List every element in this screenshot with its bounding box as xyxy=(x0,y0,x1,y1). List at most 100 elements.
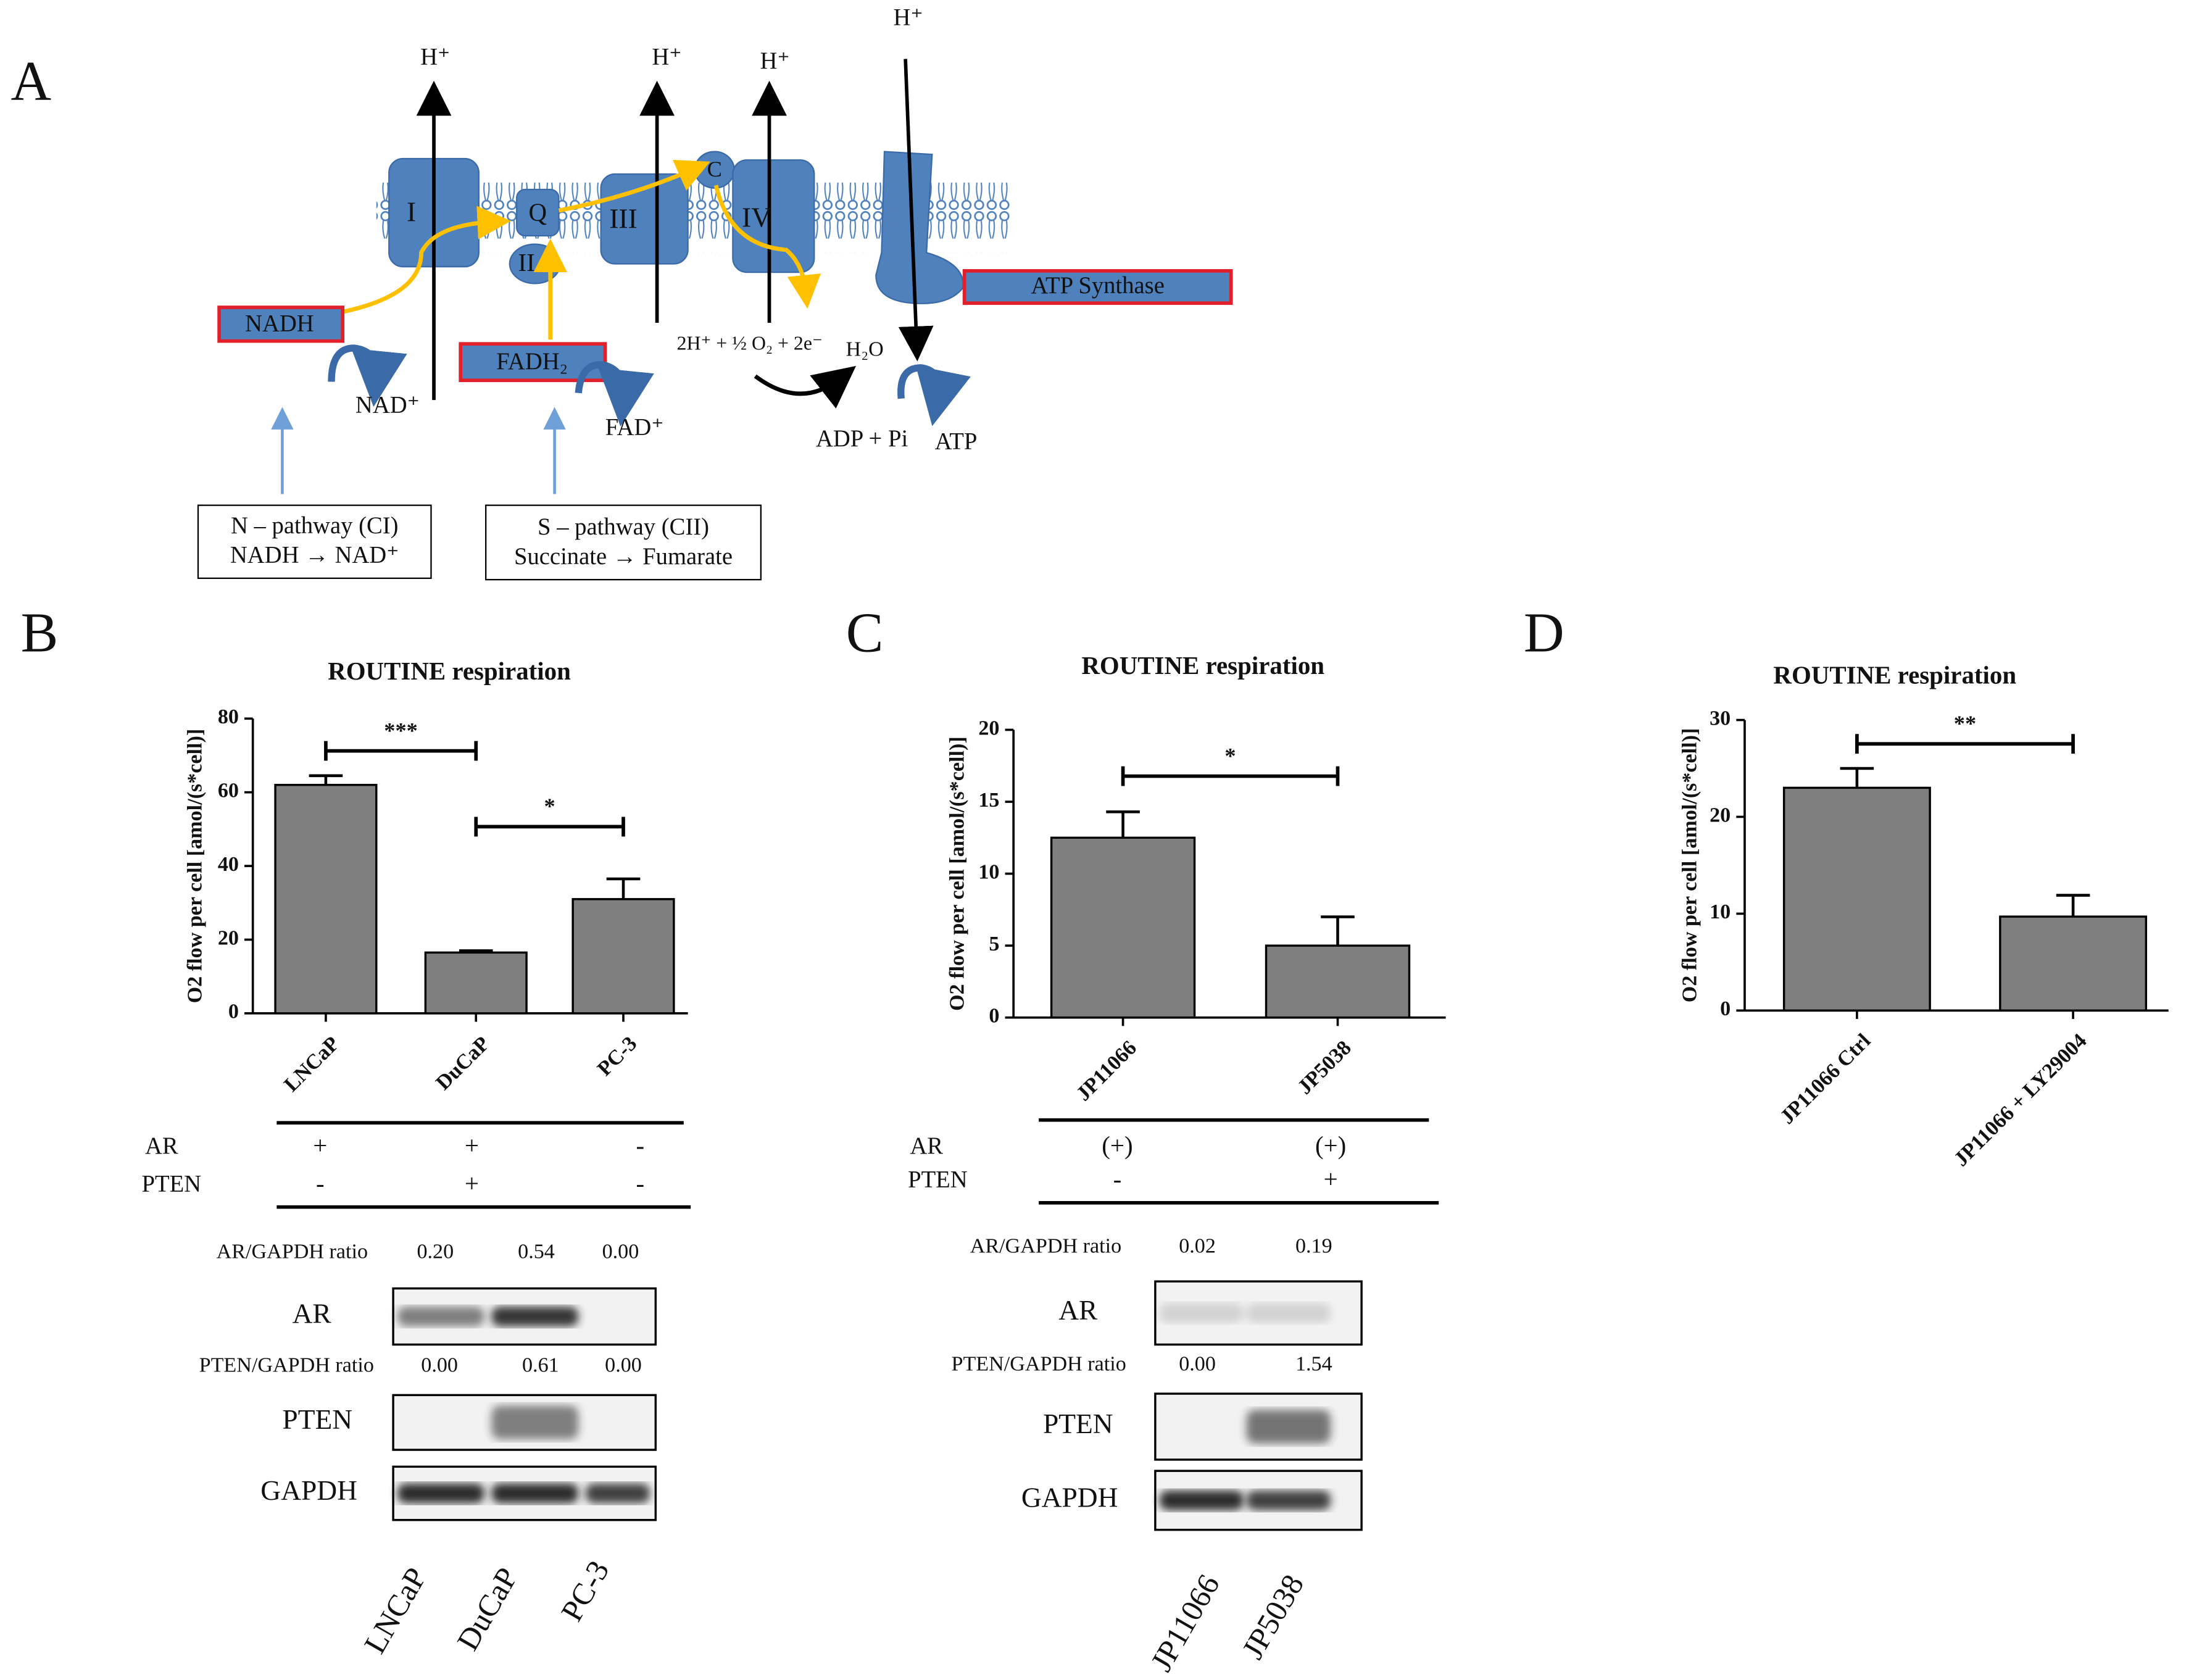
y-tick-label: 20 xyxy=(1710,804,1731,826)
error-bar xyxy=(2056,894,2090,917)
marker-cell: + xyxy=(465,1170,479,1197)
electron-arrow xyxy=(713,185,821,309)
diagram-label: 2H⁺ + ½ O₂ + 2e⁻ xyxy=(677,333,823,354)
diagram-label: S – pathway (CII) xyxy=(538,514,709,540)
diagram-label: NADH xyxy=(245,310,314,336)
error-bar xyxy=(309,774,343,785)
significance-bracket xyxy=(1121,766,1340,786)
diagram-label: H⁺ xyxy=(420,44,450,70)
bar xyxy=(274,784,378,1015)
chart-title: ROUTINE respiration xyxy=(328,657,571,685)
error-bar xyxy=(1321,915,1355,946)
curved-arrow xyxy=(754,365,857,409)
y-tick-label: 0 xyxy=(1720,997,1731,1020)
diagram-label: ATP xyxy=(935,428,978,454)
y-axis-label: O2 flow per cell [amol/(s*cell)] xyxy=(184,729,207,1004)
lane-label: JP11066 xyxy=(1144,1569,1226,1678)
significance-label: ** xyxy=(1954,711,1976,736)
chart-title: ROUTINE respiration xyxy=(1081,652,1324,680)
curved-arrow xyxy=(575,361,654,427)
significance-bracket xyxy=(1855,734,2075,754)
y-tick-label: 60 xyxy=(218,780,239,802)
marker-cell: + xyxy=(1324,1165,1338,1193)
ratio-value: 0.00 xyxy=(602,1241,639,1263)
x-tick-label: PC-3 xyxy=(593,1032,641,1080)
complex-q xyxy=(516,188,560,237)
x-tick-label: JP11066 + LY29004 xyxy=(1950,1029,2091,1171)
diagram-label: II xyxy=(518,249,534,277)
lane-label: JP5038 xyxy=(1235,1569,1310,1665)
ratio-value: 0.00 xyxy=(1179,1352,1216,1375)
pathway-box xyxy=(485,504,762,581)
blot-band xyxy=(1159,1303,1244,1323)
x-tick-label: LNCaP xyxy=(280,1032,344,1096)
x-tick-label: JP5038 xyxy=(1294,1036,1356,1099)
blot-label: GAPDH xyxy=(260,1474,357,1506)
atp-synthase-box xyxy=(962,269,1233,306)
ratio-label: AR/GAPDH ratio xyxy=(970,1234,1121,1257)
blot-band xyxy=(491,1405,579,1440)
ratio-value: 1.54 xyxy=(1295,1352,1332,1375)
bar xyxy=(1050,836,1196,1019)
marker-cell: - xyxy=(636,1132,644,1160)
blot-label: GAPDH xyxy=(1021,1481,1118,1513)
significance-bracket xyxy=(474,817,625,837)
x-tick-label: DuCaP xyxy=(431,1032,494,1094)
diagram-label: Succinate → Fumarate xyxy=(514,544,733,570)
bar xyxy=(424,951,528,1015)
ratio-label: PTEN/GAPDH ratio xyxy=(199,1354,374,1377)
blot-band xyxy=(1246,1410,1331,1444)
blot-band xyxy=(491,1483,579,1503)
diagram xyxy=(197,59,1233,581)
ratio-value: 0.00 xyxy=(605,1354,642,1377)
significance-bracket xyxy=(324,741,478,761)
y-tick-label: 10 xyxy=(1710,900,1731,923)
pathway-box xyxy=(197,504,432,580)
nadh-box xyxy=(217,306,345,343)
diagram-label: H₂O xyxy=(846,338,884,360)
y-tick-label: 5 xyxy=(989,933,999,955)
ratio-value: 0.54 xyxy=(518,1241,555,1263)
panel-label: C xyxy=(846,602,884,664)
panel-label: A xyxy=(11,50,52,112)
error-bar xyxy=(606,877,641,899)
y-tick-label: 10 xyxy=(978,860,999,883)
y-axis-label: O2 flow per cell [amol/(s*cell)] xyxy=(1678,728,1701,1003)
bar xyxy=(1999,915,2148,1012)
blot-band xyxy=(585,1483,650,1503)
blot-band xyxy=(1246,1491,1331,1510)
ratio-value: 0.61 xyxy=(522,1354,559,1377)
marker-cell: + xyxy=(465,1132,479,1160)
y-tick-label: 80 xyxy=(218,705,239,728)
blot-label: AR xyxy=(1058,1294,1098,1326)
diagram-label: H⁺ xyxy=(652,44,681,70)
ratio-value: 0.00 xyxy=(421,1354,458,1377)
row-label: AR xyxy=(910,1133,943,1159)
bar xyxy=(571,898,675,1015)
curved-arrow xyxy=(897,364,971,426)
y-tick-label: 30 xyxy=(1710,707,1731,730)
ratio-value: 0.19 xyxy=(1295,1234,1332,1257)
electron-arrow xyxy=(343,206,512,314)
error-bar xyxy=(1106,810,1140,838)
marker-cell: + xyxy=(313,1132,327,1160)
diagram-label: NADH → NAD⁺ xyxy=(230,543,399,568)
y-tick-label: 0 xyxy=(228,1000,239,1023)
diagram-label: H⁺ xyxy=(893,5,923,31)
proton-arrow xyxy=(898,59,934,362)
error-bar xyxy=(459,949,493,953)
diagram-label: C xyxy=(707,157,722,181)
y-tick-label: 0 xyxy=(989,1004,999,1027)
blot-band xyxy=(1159,1491,1244,1510)
blot-label: AR xyxy=(293,1297,332,1329)
blot-label: PTEN xyxy=(1043,1408,1113,1439)
blot-band xyxy=(491,1307,579,1326)
y-tick-label: 20 xyxy=(218,926,239,949)
y-tick-label: 20 xyxy=(978,717,999,739)
y-tick-label: 15 xyxy=(978,789,999,812)
complex-iv xyxy=(732,159,815,273)
panel-label: B xyxy=(21,602,59,664)
row-label: AR xyxy=(145,1133,178,1159)
chart-title: ROUTINE respiration xyxy=(1773,662,2016,689)
